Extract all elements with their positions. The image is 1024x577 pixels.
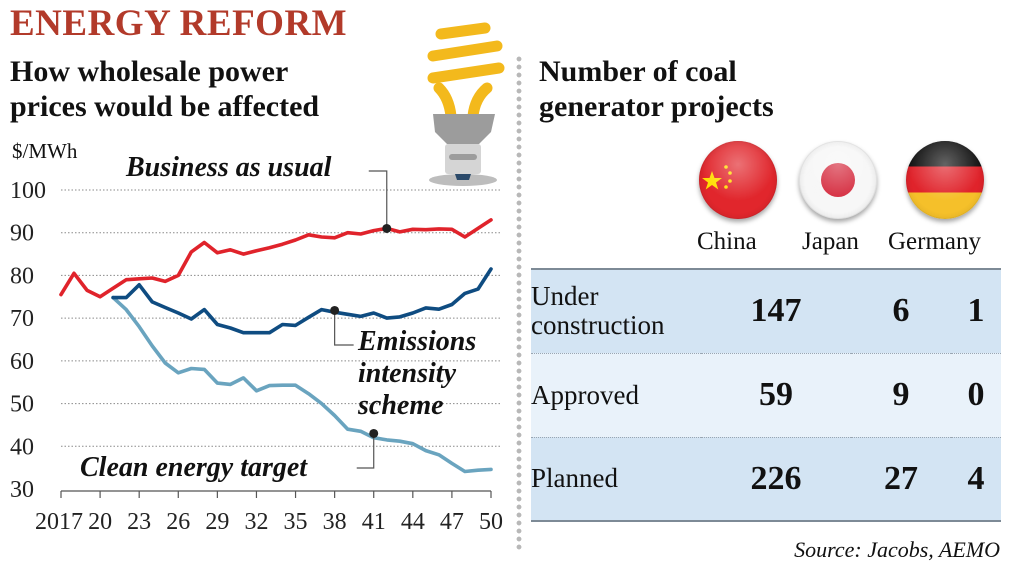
y-axis-unit: $/MWh (12, 139, 78, 163)
cell-germany: 1 (967, 292, 985, 330)
leader-clean-energy-target (356, 433, 375, 469)
line-chart-title-line1: How wholesale power (10, 55, 289, 88)
row-label: Approved (531, 379, 639, 410)
x-axis: 2017 20 23 26 29 32 35 38 41 44 47 50 (35, 490, 503, 535)
x-tick-label: 35 (284, 509, 308, 535)
y-tick-label: 50 (10, 392, 34, 418)
table-title-line2: generator projects (539, 90, 774, 123)
y-tick-label: 80 (10, 263, 34, 289)
column-header-japan: Japan (802, 228, 859, 255)
series-business-as-usual (59, 218, 493, 299)
y-tick-label: 60 (10, 349, 34, 375)
y-axis: 30 40 50 60 70 80 90 100 (10, 178, 46, 503)
x-tick-label: 44 (401, 509, 425, 535)
series-lines (59, 218, 493, 474)
price-line-chart: 30 40 50 60 70 80 90 100 2017 20 23 26 29 32 35 38 41 44… (10, 22, 505, 535)
x-tick-label: 2017 (35, 509, 83, 535)
x-tick-label: 41 (362, 509, 386, 535)
annotation-business-as-usual: Business as usual (126, 152, 332, 183)
flag-shine (799, 141, 877, 219)
cell-china: 147 (750, 292, 802, 330)
line-chart-title: How wholesale power prices would be affe… (10, 54, 319, 124)
cell-japan: 6 (892, 292, 910, 330)
kicker-heading: ENERGY REFORM (10, 3, 348, 44)
light-bulb-icon (427, 22, 505, 186)
line-chart-title-line2: prices would be affected (10, 90, 320, 123)
y-tick-label: 90 (10, 221, 34, 247)
annotation-eis-line1: Emissions (358, 326, 477, 357)
x-tick-label: 47 (440, 509, 464, 535)
annotation-marker (369, 428, 379, 438)
flag-shine (906, 141, 984, 219)
x-tick-label: 50 (479, 509, 503, 535)
cell-china: 226 (750, 459, 802, 497)
table-row: Approved 59 9 0 (531, 353, 1001, 437)
x-tick-label: 38 (323, 509, 347, 535)
annotation-eis-line3: scheme (358, 390, 444, 421)
row-label: Planned (531, 463, 618, 494)
row-label: Under construction (531, 269, 701, 353)
germany-flag-icon (906, 141, 984, 219)
japan-flag-icon (799, 141, 877, 219)
source-note: Source: Jacobs, AEMO (794, 537, 1000, 562)
x-tick-label: 29 (205, 509, 229, 535)
series-emissions-intensity-scheme (111, 267, 493, 335)
column-header-germany: Germany (888, 228, 982, 255)
table-title-line1: Number of coal (539, 55, 737, 88)
x-tick-label: 20 (88, 509, 112, 535)
annotation-marker (330, 305, 340, 315)
annotation-clean-energy-target: Clean energy target (80, 452, 308, 483)
annotation-marker (382, 223, 392, 233)
china-flag-icon (699, 141, 777, 219)
annotation-emissions-intensity-scheme: Emissions intensity scheme (358, 326, 476, 422)
leader-emissions-intensity-scheme (334, 310, 354, 346)
x-tick-label: 32 (244, 509, 268, 535)
y-tick-label: 100 (10, 178, 46, 204)
coal-projects-table: Under construction 147 6 1 Approved 59 9… (531, 268, 1001, 522)
y-tick-label: 40 (10, 434, 34, 460)
table-row: Planned 226 27 4 (531, 437, 1001, 521)
column-header-china: China (697, 228, 757, 255)
series-clean-energy-target (111, 295, 493, 474)
panel-divider (516, 55, 522, 550)
x-tick-label: 26 (166, 509, 190, 535)
y-tick-label: 30 (10, 477, 34, 503)
table-row: Under construction 147 6 1 (531, 269, 1001, 353)
flag-shine (699, 141, 777, 219)
row-label-line2: construction (531, 310, 665, 341)
annotation-eis-line2: intensity (358, 358, 457, 389)
row-label-line1: Under (531, 281, 599, 312)
y-tick-label: 70 (10, 306, 34, 332)
cell-china: 59 (759, 376, 793, 413)
cell-japan: 27 (884, 459, 918, 497)
cell-germany: 4 (967, 459, 985, 497)
x-tick-label: 23 (127, 509, 151, 535)
cell-germany: 0 (967, 376, 985, 413)
annotation-leaders (330, 170, 392, 469)
table-title: Number of coal generator projects (539, 54, 774, 124)
leader-business-as-usual (368, 170, 388, 229)
japan-red-disc (821, 163, 855, 197)
cell-japan: 9 (892, 376, 910, 413)
